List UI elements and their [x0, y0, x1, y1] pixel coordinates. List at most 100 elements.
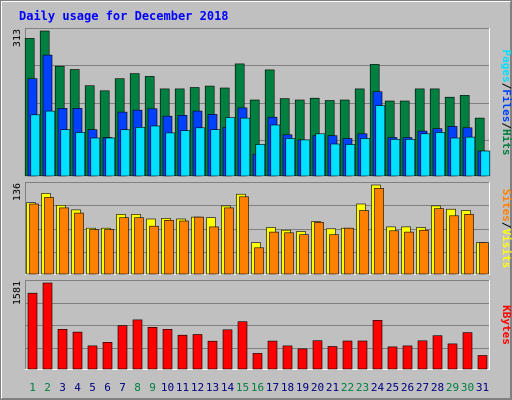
bar-pages-19 [300, 139, 311, 177]
bar-sites-11 [179, 220, 189, 275]
bar-kbytes-26 [402, 345, 413, 370]
day-label-21: 21 [326, 381, 339, 394]
bar-kbytes-20 [312, 340, 323, 370]
day-label-27: 27 [416, 381, 429, 394]
legend-item-files: Files [500, 89, 512, 122]
bar-pages-13 [210, 129, 221, 177]
day-label-4: 4 [74, 381, 81, 394]
day-label-13: 13 [206, 381, 219, 394]
bar-sites-8 [134, 217, 144, 275]
bar-sites-12 [194, 216, 204, 275]
bar-kbytes-10 [162, 328, 173, 370]
bar-pages-3 [60, 129, 71, 177]
day-label-8: 8 [134, 381, 141, 394]
legend: Sites/Visits [500, 189, 512, 269]
day-label-29: 29 [446, 381, 459, 394]
day-label-28: 28 [431, 381, 444, 394]
bar-kbytes-27 [417, 340, 428, 370]
day-label-20: 20 [311, 381, 324, 394]
bar-pages-17 [270, 124, 281, 177]
legend-separator: / [500, 83, 512, 90]
bar-pages-1 [30, 114, 41, 177]
bar-sites-10 [164, 220, 174, 275]
bar-kbytes-18 [282, 345, 293, 370]
bar-pages-16 [255, 144, 266, 177]
bar-kbytes-4 [72, 331, 83, 370]
bar-sites-6 [104, 229, 114, 275]
day-label-31: 31 [476, 381, 489, 394]
bar-sites-13 [209, 226, 219, 275]
bar-pages-14 [225, 117, 236, 177]
bar-kbytes-7 [117, 325, 128, 370]
bar-pages-30 [465, 136, 476, 177]
bar-pages-21 [330, 143, 341, 177]
legend-item-kbytes: KBytes [500, 305, 512, 345]
kbytes-panel: 1581 KBytes [12, 280, 512, 370]
bar-kbytes-22 [342, 340, 353, 370]
bar-sites-14 [224, 207, 234, 275]
bar-sites-29 [449, 215, 459, 275]
bar-pages-28 [435, 132, 446, 177]
bar-kbytes-9 [147, 326, 158, 370]
series-pages [30, 105, 491, 177]
bar-kbytes-29 [447, 343, 458, 370]
bar-sites-20 [314, 222, 324, 275]
bar-sites-1 [29, 203, 39, 275]
day-label-26: 26 [401, 381, 414, 394]
day-label-11: 11 [176, 381, 189, 394]
bar-kbytes-21 [327, 346, 338, 370]
bar-kbytes-3 [57, 328, 68, 370]
day-label-5: 5 [89, 381, 96, 394]
bar-pages-10 [165, 132, 176, 177]
bar-kbytes-13 [207, 340, 218, 370]
bar-kbytes-30 [462, 332, 473, 370]
day-label-7: 7 [119, 381, 126, 394]
bar-sites-28 [434, 208, 444, 275]
bar-kbytes-2 [42, 282, 53, 370]
bar-sites-5 [89, 229, 99, 275]
bar-kbytes-24 [372, 319, 383, 370]
bar-pages-5 [90, 137, 101, 177]
bar-pages-4 [75, 132, 86, 177]
bar-pages-22 [345, 144, 356, 177]
day-label-6: 6 [104, 381, 111, 394]
legend-item-hits: Hits [500, 129, 512, 156]
bar-kbytes-28 [432, 335, 443, 370]
bar-sites-31 [479, 242, 489, 275]
bar-pages-25 [390, 139, 401, 177]
day-label-3: 3 [59, 381, 66, 394]
bar-kbytes-6 [102, 341, 113, 370]
day-label-22: 22 [341, 381, 354, 394]
bar-sites-3 [59, 207, 69, 275]
y-max-label: 136 [12, 183, 23, 201]
bar-sites-7 [119, 217, 129, 275]
y-max-label: 313 [12, 29, 23, 47]
bar-kbytes-16 [252, 353, 263, 370]
bar-sites-9 [149, 225, 159, 275]
day-label-23: 23 [356, 381, 369, 394]
day-label-19: 19 [296, 381, 309, 394]
bar-kbytes-31 [477, 355, 488, 370]
bar-sites-15 [239, 196, 249, 275]
bar-kbytes-25 [387, 346, 398, 370]
bar-pages-27 [420, 133, 431, 177]
bar-pages-15 [240, 117, 251, 177]
bar-sites-24 [374, 188, 384, 275]
bar-kbytes-11 [177, 334, 188, 370]
bar-sites-23 [359, 210, 369, 275]
legend-item-visits: Visits [500, 229, 512, 269]
day-label-16: 16 [251, 381, 264, 394]
day-label-18: 18 [281, 381, 294, 394]
series-kbytes [27, 282, 488, 370]
y-max-label: 1581 [12, 281, 23, 305]
bar-sites-25 [389, 230, 399, 275]
bar-pages-24 [375, 105, 386, 177]
bar-pages-2 [45, 110, 56, 177]
legend-separator: / [500, 122, 512, 129]
bar-sites-30 [464, 214, 474, 275]
bar-kbytes-12 [192, 334, 203, 370]
bar-kbytes-1 [27, 292, 38, 370]
